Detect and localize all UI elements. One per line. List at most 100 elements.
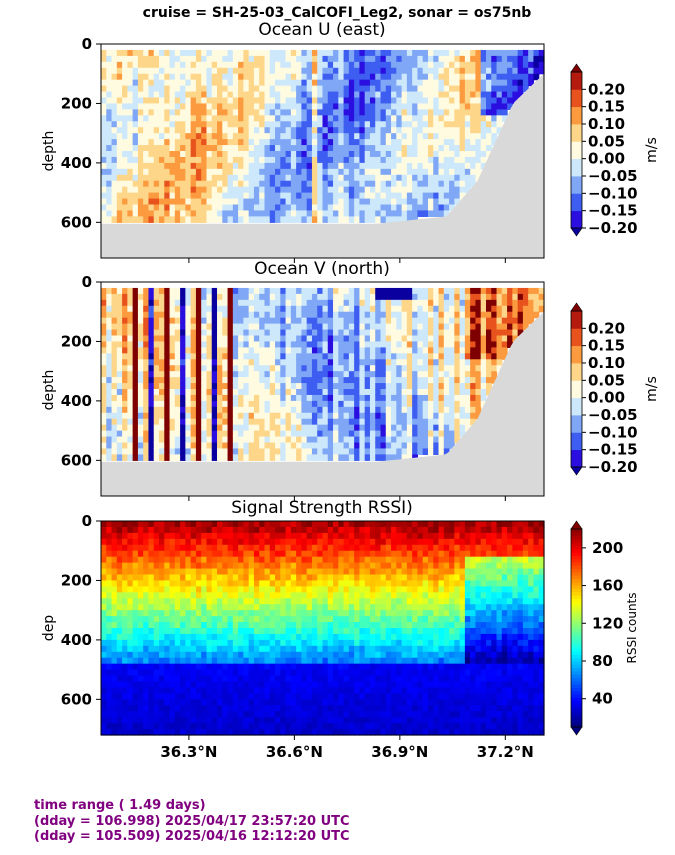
heatmap-cell	[227, 335, 234, 343]
heatmap-cell	[317, 418, 324, 426]
heatmap-cell	[243, 383, 250, 390]
heatmap-cell	[343, 97, 350, 105]
heatmap-cell	[269, 168, 276, 176]
heatmap-cell	[217, 353, 223, 360]
heatmap-cell	[454, 133, 461, 140]
heatmap-cell	[333, 323, 339, 331]
heatmap-cell	[185, 145, 192, 152]
heatmap-cell	[433, 329, 440, 337]
heatmap-cell	[311, 192, 318, 200]
heatmap-cell	[211, 347, 218, 354]
heatmap-cell	[248, 359, 255, 366]
heatmap-cell	[385, 412, 392, 420]
heatmap-cell	[422, 121, 429, 128]
heatmap-cell	[285, 85, 292, 93]
heatmap-cell	[275, 210, 281, 217]
heatmap-cell	[311, 85, 318, 93]
heatmap-cell	[122, 598, 128, 605]
heatmap-cell	[132, 198, 139, 206]
heatmap-cell	[143, 61, 150, 69]
heatmap-cell	[238, 365, 244, 372]
heatmap-cell	[169, 526, 176, 534]
heatmap-cell	[106, 436, 113, 444]
heatmap-cell	[253, 174, 260, 182]
heatmap-cell	[248, 109, 255, 116]
heatmap-cell	[137, 526, 144, 534]
heatmap-cell	[354, 353, 361, 360]
heatmap-cell	[369, 400, 376, 408]
heatmap-cell	[211, 371, 218, 378]
heatmap-cell	[449, 115, 455, 122]
heatmap-cell	[385, 430, 392, 438]
heatmap-cell	[269, 133, 276, 140]
heatmap-cell	[153, 97, 160, 105]
heatmap-cell	[385, 323, 392, 331]
heatmap-cell	[185, 424, 192, 432]
heatmap-cell	[111, 323, 118, 331]
heatmap-cell	[275, 305, 281, 313]
heatmap-cell	[143, 133, 150, 140]
heatmap-cell	[354, 406, 361, 414]
heatmap-cell	[227, 436, 234, 444]
heatmap-cell	[275, 180, 281, 188]
heatmap-cell	[201, 299, 208, 307]
heatmap-cell	[496, 67, 503, 75]
heatmap-cell	[491, 353, 498, 360]
heatmap-cell	[491, 347, 498, 354]
heatmap-cell	[227, 186, 234, 194]
heatmap-cell	[227, 323, 234, 331]
heatmap-cell	[132, 151, 139, 158]
heatmap-cell	[137, 168, 144, 176]
heatmap-cell	[222, 55, 229, 63]
heatmap-cell	[137, 538, 144, 546]
heatmap-cell	[232, 329, 239, 337]
heatmap-cell	[148, 335, 155, 343]
heatmap-cell	[122, 103, 128, 110]
heatmap-cell	[338, 442, 345, 450]
heatmap-cell	[385, 424, 392, 432]
heatmap-cell	[269, 400, 276, 408]
heatmap-cell	[122, 442, 128, 450]
heatmap-cell	[375, 430, 382, 438]
heatmap-cell	[174, 598, 181, 605]
heatmap-cell	[480, 389, 487, 396]
heatmap-cell	[470, 97, 477, 105]
heatmap-cell	[269, 204, 276, 212]
heatmap-cell	[433, 97, 440, 105]
heatmap-cell	[217, 448, 223, 455]
heatmap-cell	[280, 311, 287, 319]
heatmap-cell	[396, 103, 403, 110]
heatmap-cell	[275, 85, 281, 93]
heatmap-cell	[417, 109, 424, 116]
y-tick-label: 600	[61, 213, 92, 231]
heatmap-cell	[401, 55, 408, 63]
heatmap-cell	[470, 383, 477, 390]
heatmap-cell	[259, 216, 266, 223]
heatmap-cell	[106, 317, 113, 325]
heatmap-cell	[507, 305, 513, 313]
heatmap-cell	[470, 394, 477, 402]
heatmap-cell	[412, 162, 419, 170]
heatmap-cell	[253, 347, 260, 354]
heatmap-cell	[290, 162, 297, 170]
heatmap-cell	[311, 299, 318, 307]
heatmap-cell	[143, 73, 150, 81]
heatmap-cell	[159, 669, 165, 677]
heatmap-cell	[169, 133, 176, 140]
heatmap-cell	[322, 151, 329, 158]
heatmap-cell	[333, 139, 339, 146]
heatmap-cell	[132, 729, 139, 736]
heatmap-cell	[348, 371, 355, 378]
heatmap-cell	[296, 442, 302, 450]
heatmap-cell	[143, 365, 150, 372]
heatmap-cell	[148, 521, 155, 528]
heatmap-cell	[301, 109, 308, 116]
heatmap-cell	[491, 139, 498, 146]
heatmap-cell	[311, 186, 318, 194]
colorbar-swatch	[571, 176, 582, 194]
heatmap-cell	[164, 192, 171, 200]
heatmap-cell	[322, 210, 329, 217]
heatmap-cell	[217, 85, 223, 93]
heatmap-cell	[185, 287, 192, 295]
heatmap-cell	[354, 323, 361, 331]
